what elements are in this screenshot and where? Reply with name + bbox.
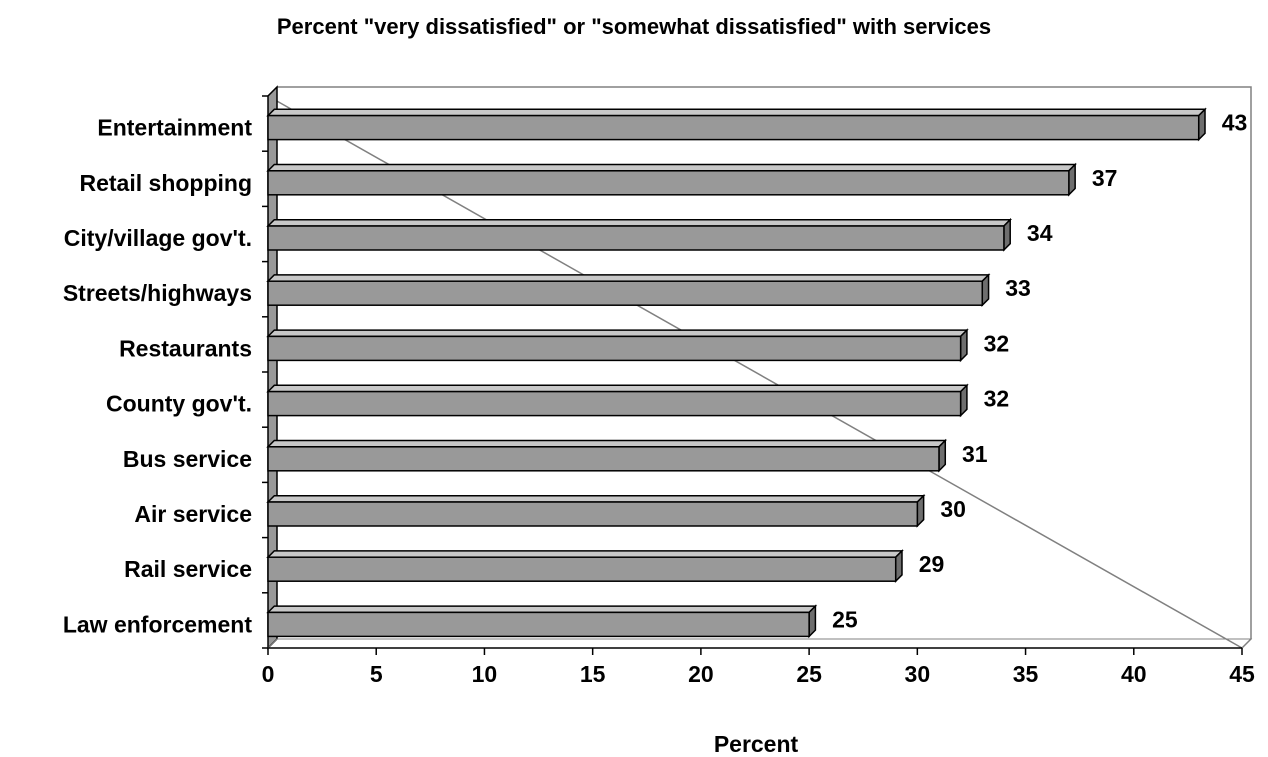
bar xyxy=(266,273,991,308)
data-label: 31 xyxy=(962,441,988,467)
category-label: Restaurants xyxy=(119,335,252,361)
x-tick-label: 25 xyxy=(796,661,822,687)
bar-side-face xyxy=(981,273,990,308)
bar-side-face xyxy=(959,383,968,418)
x-tick-label: 10 xyxy=(472,661,498,687)
bar-side-face xyxy=(959,328,968,363)
bar-front-face xyxy=(267,390,962,417)
category-label: Bus service xyxy=(123,446,252,472)
bar-top-face xyxy=(266,329,969,338)
bar-front-face xyxy=(267,280,984,306)
bar xyxy=(266,107,1207,142)
bar xyxy=(266,493,926,528)
bar xyxy=(266,604,818,639)
chart-title: Percent "very dissatisfied" or "somewhat… xyxy=(276,14,992,39)
bar xyxy=(266,549,904,584)
bar-front-face xyxy=(267,501,919,527)
category-label: Retail shopping xyxy=(80,170,253,196)
data-label: 33 xyxy=(1005,275,1031,301)
bar-front-face xyxy=(267,225,1005,251)
data-label: 34 xyxy=(1027,220,1053,246)
bar-side-face xyxy=(1197,107,1206,142)
data-label: 43 xyxy=(1222,110,1248,136)
bar-side-face xyxy=(1003,217,1011,252)
bar xyxy=(266,217,1013,252)
x-tick-label: 5 xyxy=(370,661,383,687)
bar-top-face xyxy=(266,274,991,282)
bar-top-face xyxy=(266,605,818,614)
x-tick-label: 20 xyxy=(688,661,714,687)
data-label: 37 xyxy=(1092,165,1118,191)
bar-top-face xyxy=(266,494,926,503)
bar-front-face xyxy=(267,611,810,638)
bar xyxy=(266,328,969,363)
bar xyxy=(266,438,948,473)
bar-side-face xyxy=(808,604,817,639)
bar-side-face xyxy=(938,438,947,473)
bar-side-face xyxy=(894,549,903,584)
category-label: Streets/highways xyxy=(63,280,252,306)
bar-top-face xyxy=(266,163,1077,172)
category-label: County gov't. xyxy=(106,391,252,417)
bar-top-face xyxy=(266,550,904,558)
bar-front-face xyxy=(267,114,1200,141)
data-label: 25 xyxy=(832,606,858,632)
bar-front-face xyxy=(267,335,962,362)
x-axis-title: Percent xyxy=(714,731,799,757)
x-tick-label: 15 xyxy=(580,661,606,687)
x-tick-label: 30 xyxy=(905,661,931,687)
category-label: Rail service xyxy=(124,556,252,582)
bar-front-face xyxy=(267,556,897,582)
bar-side-face xyxy=(916,493,925,528)
x-tick-label: 40 xyxy=(1121,661,1147,687)
data-label: 32 xyxy=(984,386,1010,412)
category-label: Entertainment xyxy=(97,115,252,141)
data-label: 30 xyxy=(940,496,966,522)
category-label: Air service xyxy=(134,501,252,527)
bar xyxy=(266,383,969,418)
bar-top-face xyxy=(266,108,1207,117)
bar-top-face xyxy=(266,439,948,448)
data-label: 32 xyxy=(984,330,1010,356)
bar-top-face xyxy=(266,218,1013,227)
data-label: 29 xyxy=(919,551,945,577)
bar xyxy=(266,162,1077,197)
category-label: Law enforcement xyxy=(63,611,252,637)
bar-front-face xyxy=(267,446,940,472)
plot-floor xyxy=(266,638,1253,649)
x-tick-label: 35 xyxy=(1013,661,1039,687)
x-tick-label: 0 xyxy=(262,661,275,687)
x-tick-label: 45 xyxy=(1229,661,1255,687)
category-label: City/village gov't. xyxy=(64,225,252,251)
bar-front-face xyxy=(267,170,1070,196)
bar-side-face xyxy=(1068,162,1076,197)
bar-top-face xyxy=(266,384,969,393)
